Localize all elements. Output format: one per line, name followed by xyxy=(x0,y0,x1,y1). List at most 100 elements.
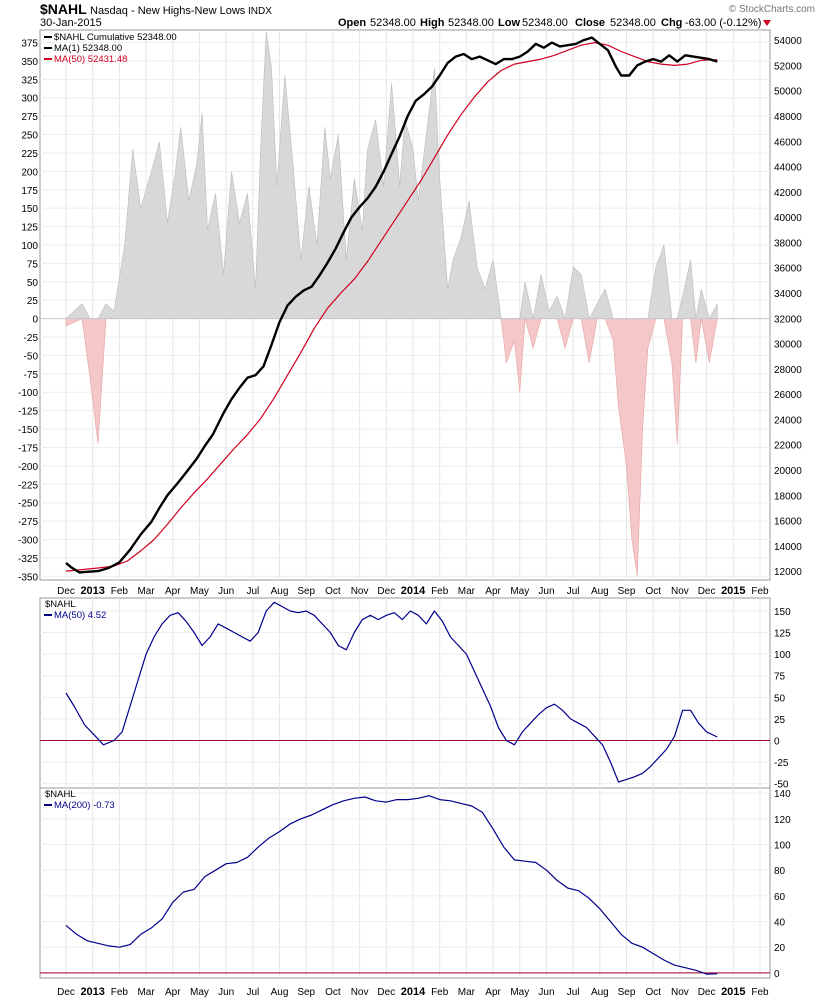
x-axis-tick-label: Mar xyxy=(137,987,155,998)
bottom-axis-tick-label: 60 xyxy=(774,892,786,903)
right-axis-tick-label: 24000 xyxy=(774,415,802,426)
x-axis-tick-label: May xyxy=(190,987,209,998)
bottom-axis-tick-label: 140 xyxy=(774,789,791,800)
x-axis-tick-label: 2014 xyxy=(401,585,426,597)
main-legend-item: MA(1) 52348.00 xyxy=(54,43,122,54)
x-axis-tick-label: Nov xyxy=(351,586,369,597)
x-axis-tick-label: Oct xyxy=(645,586,661,597)
x-axis-tick-label: Apr xyxy=(165,586,181,597)
cumulative-line xyxy=(65,36,718,574)
x-axis-tick-label: Jul xyxy=(246,987,259,998)
x-axis-tick-label: Nov xyxy=(671,987,689,998)
x-axis-tick-label: Sep xyxy=(618,987,636,998)
left-axis-tick-label: 175 xyxy=(21,186,38,197)
right-axis-tick-label: 22000 xyxy=(774,441,802,452)
left-axis-tick-label: 100 xyxy=(21,241,38,252)
left-axis-tick-label: -75 xyxy=(24,370,39,381)
x-axis-tick-label: 2015 xyxy=(721,986,745,998)
x-axis-tick-label: Dec xyxy=(698,586,716,597)
right-axis-tick-label: 50000 xyxy=(774,87,802,98)
left-axis-tick-label: 25 xyxy=(27,296,39,307)
x-axis-tick-label: May xyxy=(190,586,209,597)
bottom-panel-frame xyxy=(39,787,771,979)
right-axis-tick-label: 40000 xyxy=(774,213,802,224)
x-axis-tick-label: Aug xyxy=(591,987,609,998)
x-axis-tick-label: Dec xyxy=(57,987,75,998)
mid-axis-tick-label: 25 xyxy=(774,715,786,726)
x-axis-tick-label: Apr xyxy=(485,586,501,597)
x-axis-tick-label: Mar xyxy=(458,987,476,998)
left-axis-tick-label: 75 xyxy=(27,259,39,270)
x-axis-tick-label: May xyxy=(510,586,529,597)
bottom-axis-tick-label: 80 xyxy=(774,866,786,877)
x-axis-tick-label: Jul xyxy=(567,586,580,597)
left-axis-tick-label: 325 xyxy=(21,75,38,86)
right-axis-tick-label: 28000 xyxy=(774,365,802,376)
ma200-osc-line xyxy=(65,795,718,975)
ma50-osc-line xyxy=(65,601,718,783)
mid-axis-tick-label: 150 xyxy=(774,607,791,618)
left-axis-tick-label: 375 xyxy=(21,39,38,50)
chg-down-arrow-icon xyxy=(763,20,771,26)
chg-value: -63.00 (-0.12%) xyxy=(685,17,761,29)
x-axis-tick-label: 2013 xyxy=(80,986,104,998)
left-axis-tick-label: -150 xyxy=(18,425,38,436)
x-axis-tick-label: Sep xyxy=(297,987,315,998)
bottom-axis-tick-label: 40 xyxy=(774,918,786,929)
left-axis-tick-label: -175 xyxy=(18,443,38,454)
chart-date: 30-Jan-2015 xyxy=(40,17,102,29)
left-axis-tick-label: -100 xyxy=(18,388,38,399)
symbol-title: $NAHL xyxy=(40,1,87,17)
mid-axis-tick-label: -50 xyxy=(774,780,789,791)
middle-panel-frame xyxy=(39,597,771,789)
left-axis-tick-label: 225 xyxy=(21,149,38,160)
right-axis-tick-label: 30000 xyxy=(774,340,802,351)
x-axis-tick-label: Jun xyxy=(538,987,554,998)
left-axis-tick-label: 125 xyxy=(21,223,38,234)
right-axis-tick-label: 18000 xyxy=(774,491,802,502)
x-axis-tick-label: Nov xyxy=(671,586,689,597)
right-axis-tick-label: 42000 xyxy=(774,188,802,199)
close-label: Close xyxy=(575,17,605,29)
x-axis-tick-label: Feb xyxy=(111,586,129,597)
right-axis-tick-label: 48000 xyxy=(774,112,802,123)
left-axis-tick-label: -50 xyxy=(24,351,39,362)
mid-axis-tick-label: 100 xyxy=(774,650,791,661)
mid-legend-item: MA(50) 4.52 xyxy=(54,610,106,621)
left-axis-tick-label: -200 xyxy=(18,462,38,473)
left-axis-tick-label: -350 xyxy=(18,572,38,583)
ma50-line xyxy=(65,42,718,572)
x-axis-tick-label: Jun xyxy=(218,586,234,597)
x-axis-tick-label: 2014 xyxy=(401,986,426,998)
x-axis-tick-label: Feb xyxy=(751,987,769,998)
x-axis-tick-label: Jun xyxy=(218,987,234,998)
right-axis-tick-label: 46000 xyxy=(774,137,802,148)
open-value: 52348.00 xyxy=(370,17,416,29)
x-axis-tick-label: Apr xyxy=(485,987,501,998)
left-axis-tick-label: 300 xyxy=(21,94,38,105)
low-value: 52348.00 xyxy=(522,17,568,29)
symbol-description: Nasdaq - New Highs-New Lows xyxy=(90,5,246,17)
left-axis-tick-label: 275 xyxy=(21,112,38,123)
main-legend-item: $NAHL Cumulative 52348.00 xyxy=(54,32,177,43)
bottom-axis-tick-label: 20 xyxy=(774,943,786,954)
left-axis-tick-label: 200 xyxy=(21,167,38,178)
x-axis-tick-label: Feb xyxy=(431,586,449,597)
x-axis-tick-label: 2015 xyxy=(721,585,745,597)
mid-axis-tick-label: 75 xyxy=(774,672,786,683)
left-axis-tick-label: -250 xyxy=(18,499,38,510)
right-axis-tick-label: 20000 xyxy=(774,466,802,477)
x-axis-tick-label: Apr xyxy=(165,987,181,998)
left-axis-tick-label: -300 xyxy=(18,536,38,547)
right-axis-tick-label: 44000 xyxy=(774,163,802,174)
x-axis-tick-label: Aug xyxy=(591,586,609,597)
x-axis-tick-label: Mar xyxy=(137,586,155,597)
bottom-legend-item: MA(200) -0.73 xyxy=(54,800,115,811)
main-legend-item: MA(50) 52431.48 xyxy=(54,54,127,65)
mid-axis-tick-label: -25 xyxy=(774,758,789,769)
bottom-axis-tick-label: 120 xyxy=(774,815,791,826)
mid-axis-tick-label: 50 xyxy=(774,693,786,704)
x-axis-tick-label: Feb xyxy=(751,586,769,597)
x-axis-tick-label: Oct xyxy=(645,987,661,998)
